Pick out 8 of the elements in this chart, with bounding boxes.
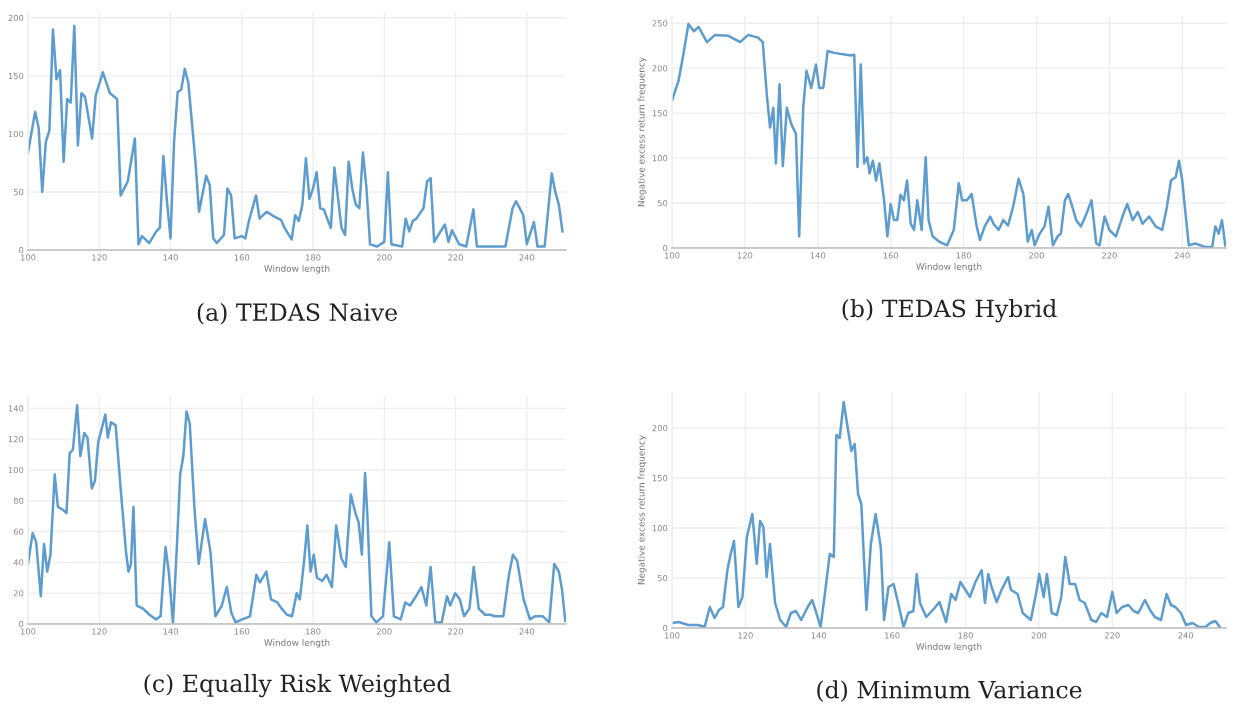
text: (c) Equally Risk Weighted <box>144 673 451 698</box>
text: (b) TEDAS Hybrid <box>842 299 1057 323</box>
line-series <box>672 22 1226 248</box>
line-series <box>672 400 1222 628</box>
line-series <box>28 24 564 248</box>
text: (d) Minimum Variance <box>817 680 1082 702</box>
line-series <box>28 403 566 624</box>
text: (a) TEDAS Naive <box>197 302 397 325</box>
